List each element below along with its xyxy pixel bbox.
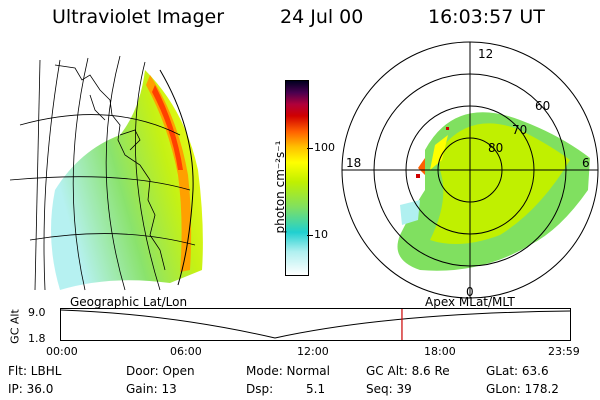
mlt-label-6: 6 bbox=[582, 156, 590, 170]
earth-limb bbox=[159, 69, 194, 286]
mlt-label-0: 0 bbox=[466, 285, 474, 299]
geographic-map bbox=[9, 55, 203, 291]
gc-alt-info: GC Alt: 8.6 Re bbox=[366, 364, 450, 378]
altitude-curve bbox=[60, 309, 571, 339]
colorbar-tick-10: 10 bbox=[314, 228, 328, 241]
ip-info: IP: 36.0 bbox=[8, 382, 54, 396]
timeline-axis-label: GC Alt bbox=[8, 309, 22, 344]
colorbar bbox=[285, 80, 309, 276]
timeline-xtick-1800: 18:00 bbox=[424, 345, 456, 358]
filter-info: Flt: LBHL bbox=[8, 364, 62, 378]
timeline-ytick-max: 9.0 bbox=[28, 306, 46, 319]
mlt-label-12: 12 bbox=[478, 47, 493, 61]
limb-brightening bbox=[146, 75, 192, 272]
mlt-label-18: 18 bbox=[346, 156, 361, 170]
glat-info: GLat: 63.6 bbox=[486, 364, 549, 378]
door-info: Door: Open bbox=[126, 364, 195, 378]
timeline-xtick-1200: 12:00 bbox=[297, 345, 329, 358]
timeline-plot bbox=[60, 308, 571, 341]
timeline-xtick-0600: 06:00 bbox=[170, 345, 202, 358]
seq-info: Seq: 39 bbox=[366, 382, 412, 396]
dsp-value: 5.1 bbox=[306, 382, 326, 396]
time-label: 16:03:57 UT bbox=[428, 6, 545, 28]
dsp-label: Dsp: bbox=[246, 382, 274, 396]
graticule bbox=[9, 55, 196, 291]
polar-grid bbox=[341, 41, 599, 299]
timeline-ytick-min: 1.8 bbox=[28, 332, 46, 345]
polar-plot: 12 18 6 0 60 70 80 bbox=[341, 41, 599, 299]
coastline bbox=[54, 64, 166, 271]
colorbar-tick-100: 100 bbox=[314, 141, 335, 154]
mlat-label-80: 80 bbox=[488, 141, 503, 155]
gain-info: Gain: 13 bbox=[126, 382, 177, 396]
timeline-xtick-0000: 00:00 bbox=[46, 345, 78, 358]
mlat-label-70: 70 bbox=[512, 123, 527, 137]
apex-panel-label: Apex MLat/MLT bbox=[425, 295, 515, 309]
glon-info: GLon: 178.2 bbox=[486, 382, 559, 396]
geographic-panel-label: Geographic Lat/Lon bbox=[70, 295, 188, 309]
mlat-label-60: 60 bbox=[535, 99, 550, 113]
timeline-xtick-2359: 23:59 bbox=[548, 345, 580, 358]
date-label: 24 Jul 00 bbox=[280, 6, 364, 28]
mode-info: Mode: Normal bbox=[246, 364, 330, 378]
colorbar-unit-label: photon cm⁻²s⁻¹ bbox=[273, 140, 287, 234]
app-title: Ultraviolet Imager bbox=[52, 6, 225, 28]
